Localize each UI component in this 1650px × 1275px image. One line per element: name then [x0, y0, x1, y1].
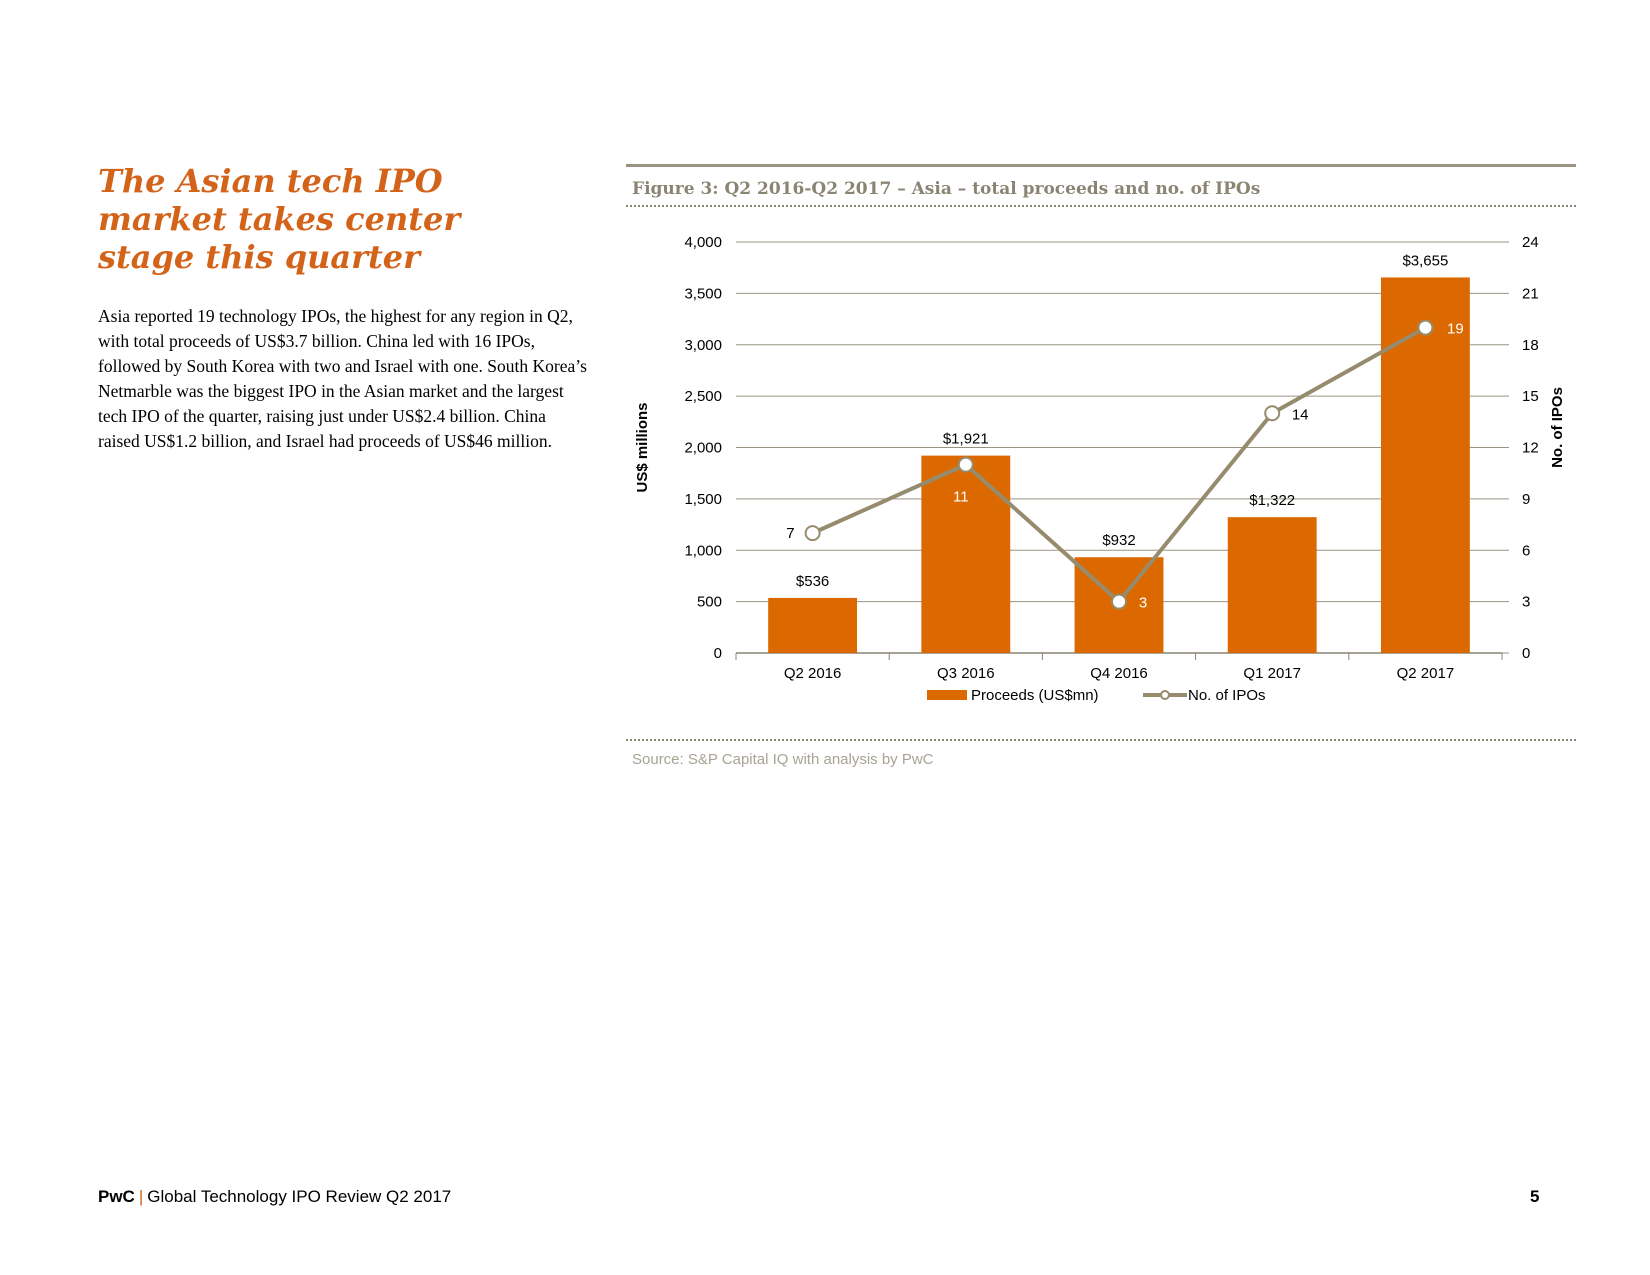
left-axis-tick-label: 2,000	[684, 440, 722, 457]
figure-3: Figure 3: Q2 2016-Q2 2017 – Asia – total…	[626, 164, 1576, 768]
ipo-count-label: 7	[786, 525, 794, 542]
figure-source: Source: S&P Capital IQ with analysis by …	[632, 751, 934, 768]
footer: PwC | Global Technology IPO Review Q2 2017	[98, 1187, 451, 1207]
left-axis-tick-label: 0	[714, 645, 722, 662]
right-axis-tick-label: 9	[1522, 491, 1530, 508]
ipo-count-label: 14	[1292, 406, 1309, 423]
bar-q3-2016	[921, 455, 1011, 653]
x-axis-category-label: Q2 2017	[1397, 665, 1455, 682]
figure-top-rule	[626, 164, 1576, 167]
bar-value-label: $536	[796, 573, 829, 590]
ipo-count-marker	[1417, 319, 1434, 336]
right-axis-tick-label: 3	[1522, 594, 1530, 611]
ipo-count-marker	[804, 525, 821, 542]
figure-title: Figure 3: Q2 2016-Q2 2017 – Asia – total…	[632, 179, 1261, 199]
legend-line-marker	[1160, 690, 1170, 700]
right-axis-tick-label: 12	[1522, 440, 1539, 457]
footer-separator: |	[138, 1187, 144, 1206]
body-paragraph: Asia reported 19 technology IPOs, the hi…	[98, 306, 587, 451]
left-axis-title: US$ millions	[634, 402, 651, 492]
bar-value-label: $3,655	[1402, 252, 1448, 269]
left-axis-tick-label: 4,000	[684, 234, 722, 251]
x-axis-category-label: Q1 2017	[1243, 665, 1301, 682]
left-axis-tick-label: 1,000	[684, 542, 722, 559]
right-axis-tick-label: 24	[1522, 234, 1539, 251]
ipo-count-label: 3	[1139, 595, 1147, 612]
bar-value-label: $1,322	[1249, 492, 1295, 509]
page-number: 5	[1530, 1187, 1540, 1206]
figure-bottom-divider	[626, 739, 1576, 741]
right-axis-tick-label: 18	[1522, 337, 1539, 354]
bar-q1-2017	[1227, 517, 1317, 653]
bar-q2-2016	[768, 597, 858, 653]
x-axis-category-label: Q2 2016	[784, 665, 842, 682]
right-axis-tick-label: 15	[1522, 388, 1539, 405]
footer-brand: PwC	[98, 1187, 135, 1206]
left-axis-tick-label: 3,500	[684, 285, 722, 302]
ipo-count-marker	[1264, 405, 1281, 422]
legend-bar-swatch	[927, 690, 967, 700]
bar-q2-2017	[1380, 277, 1470, 653]
headline: The Asian tech IPO market takes center s…	[98, 162, 461, 276]
ipo-count-marker	[1111, 593, 1127, 610]
combo-chart: 0 0 500 3 1,000 6 1,500 9 2,000 12 2,500 15 3,000 18 3…	[634, 234, 1566, 704]
left-axis-tick-label: 500	[697, 594, 722, 611]
left-axis-tick-label: 1,500	[684, 491, 722, 508]
footer-title: Global Technology IPO Review Q2 2017	[147, 1187, 452, 1206]
left-axis-tick-label: 3,000	[684, 337, 722, 354]
ipo-count-marker	[957, 456, 974, 473]
x-axis-category-label: Q3 2016	[937, 665, 995, 682]
right-axis-tick-label: 0	[1522, 645, 1530, 662]
legend-bar-label: Proceeds (US$mn)	[971, 687, 1099, 704]
bar-value-label: $932	[1102, 532, 1135, 549]
x-axis-category-label: Q4 2016	[1090, 665, 1148, 682]
bar-value-label: $1,921	[943, 431, 989, 448]
ipo-count-label: 11	[953, 489, 969, 506]
right-axis-tick-label: 6	[1522, 542, 1530, 559]
right-axis-title: No. of IPOs	[1549, 387, 1566, 468]
right-axis-tick-label: 21	[1522, 285, 1539, 302]
figure-title-divider	[626, 205, 1576, 207]
ipo-count-label: 19	[1447, 321, 1464, 338]
legend-line-label: No. of IPOs	[1188, 687, 1266, 704]
left-axis-tick-label: 2,500	[684, 388, 722, 405]
